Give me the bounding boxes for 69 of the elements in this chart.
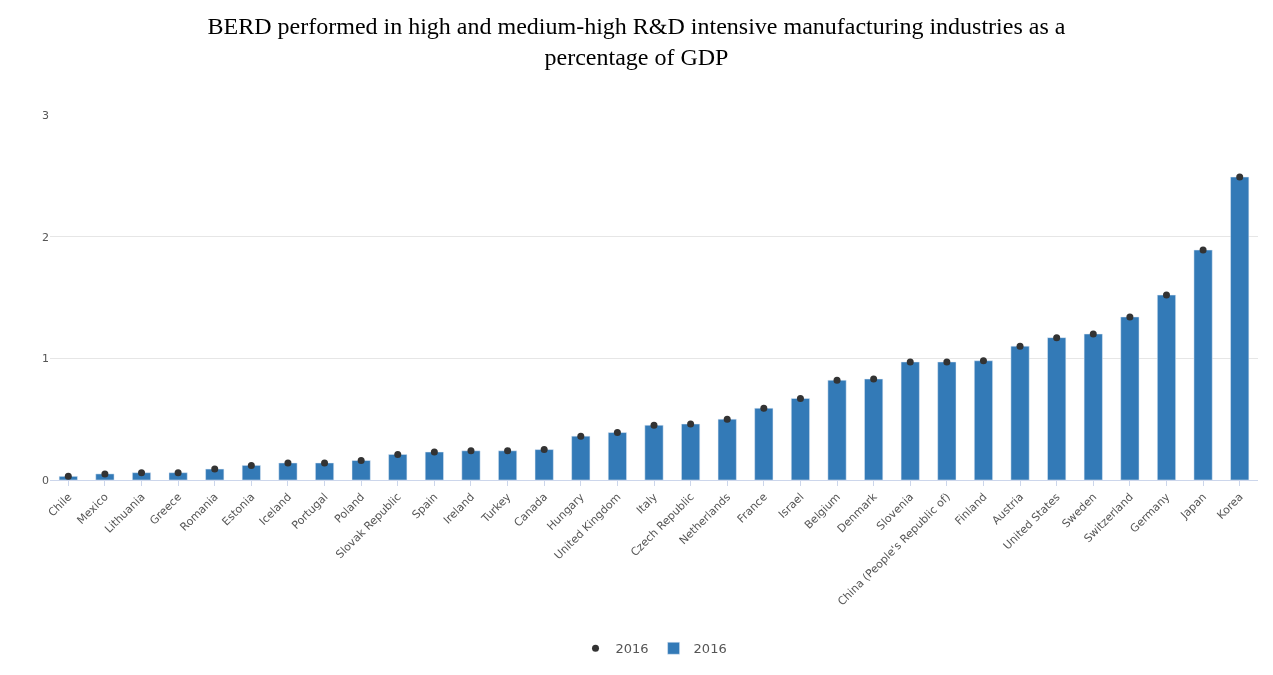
bar bbox=[681, 423, 701, 480]
point bbox=[394, 450, 402, 458]
point bbox=[906, 358, 914, 366]
bar bbox=[498, 450, 517, 480]
bar bbox=[864, 378, 884, 480]
y-tick-label: 2 bbox=[42, 230, 49, 244]
y-tick-label: 3 bbox=[42, 108, 49, 122]
legend-label: 2016 bbox=[615, 641, 649, 657]
bar bbox=[1083, 333, 1103, 480]
point bbox=[760, 404, 768, 412]
bar bbox=[791, 398, 810, 480]
bar bbox=[607, 432, 627, 480]
point bbox=[284, 459, 292, 467]
point bbox=[796, 394, 804, 402]
point bbox=[101, 470, 109, 478]
point bbox=[540, 446, 548, 454]
point bbox=[321, 459, 329, 467]
legend-label: 2016 bbox=[693, 641, 727, 657]
bar bbox=[754, 407, 774, 480]
bar bbox=[571, 435, 591, 480]
bar bbox=[1157, 294, 1176, 480]
bar bbox=[1120, 316, 1140, 480]
point bbox=[174, 469, 182, 477]
point bbox=[357, 457, 365, 465]
bar bbox=[1047, 337, 1067, 480]
bar bbox=[278, 462, 298, 480]
point bbox=[1089, 330, 1097, 338]
y-tick-label: 1 bbox=[42, 352, 49, 366]
bar bbox=[974, 360, 993, 480]
point bbox=[1236, 173, 1244, 181]
point bbox=[1016, 342, 1024, 350]
point bbox=[723, 415, 731, 423]
point bbox=[64, 472, 72, 480]
point bbox=[943, 358, 951, 366]
point bbox=[504, 447, 512, 455]
point bbox=[577, 432, 585, 440]
bar bbox=[424, 451, 444, 480]
bar bbox=[534, 449, 554, 480]
point bbox=[870, 375, 878, 383]
point bbox=[613, 429, 621, 437]
point bbox=[247, 461, 255, 469]
bar bbox=[241, 465, 261, 480]
point bbox=[687, 420, 695, 428]
bar bbox=[315, 462, 334, 480]
bar bbox=[461, 450, 481, 480]
bar bbox=[351, 460, 371, 480]
bar bbox=[717, 418, 737, 480]
point bbox=[979, 357, 987, 365]
point bbox=[833, 376, 841, 384]
point bbox=[1126, 313, 1134, 321]
point bbox=[1053, 334, 1061, 342]
bar bbox=[644, 425, 664, 480]
point bbox=[467, 447, 475, 455]
bar bbox=[1193, 249, 1213, 480]
y-tick-label: 0 bbox=[42, 473, 49, 487]
bar bbox=[205, 468, 225, 480]
chart-title: BERD performed in high and medium-high R&D intensive manufacturing industries as a percentage of GDP bbox=[207, 12, 1066, 70]
point bbox=[650, 421, 658, 429]
point bbox=[211, 465, 219, 473]
point bbox=[138, 469, 146, 477]
point bbox=[1162, 291, 1170, 299]
bar bbox=[900, 361, 920, 480]
point bbox=[1199, 246, 1207, 254]
bar bbox=[827, 379, 847, 480]
bar bbox=[1230, 176, 1250, 480]
bar bbox=[1010, 345, 1030, 480]
point bbox=[430, 448, 438, 456]
bar bbox=[388, 454, 408, 480]
bar bbox=[937, 361, 957, 480]
